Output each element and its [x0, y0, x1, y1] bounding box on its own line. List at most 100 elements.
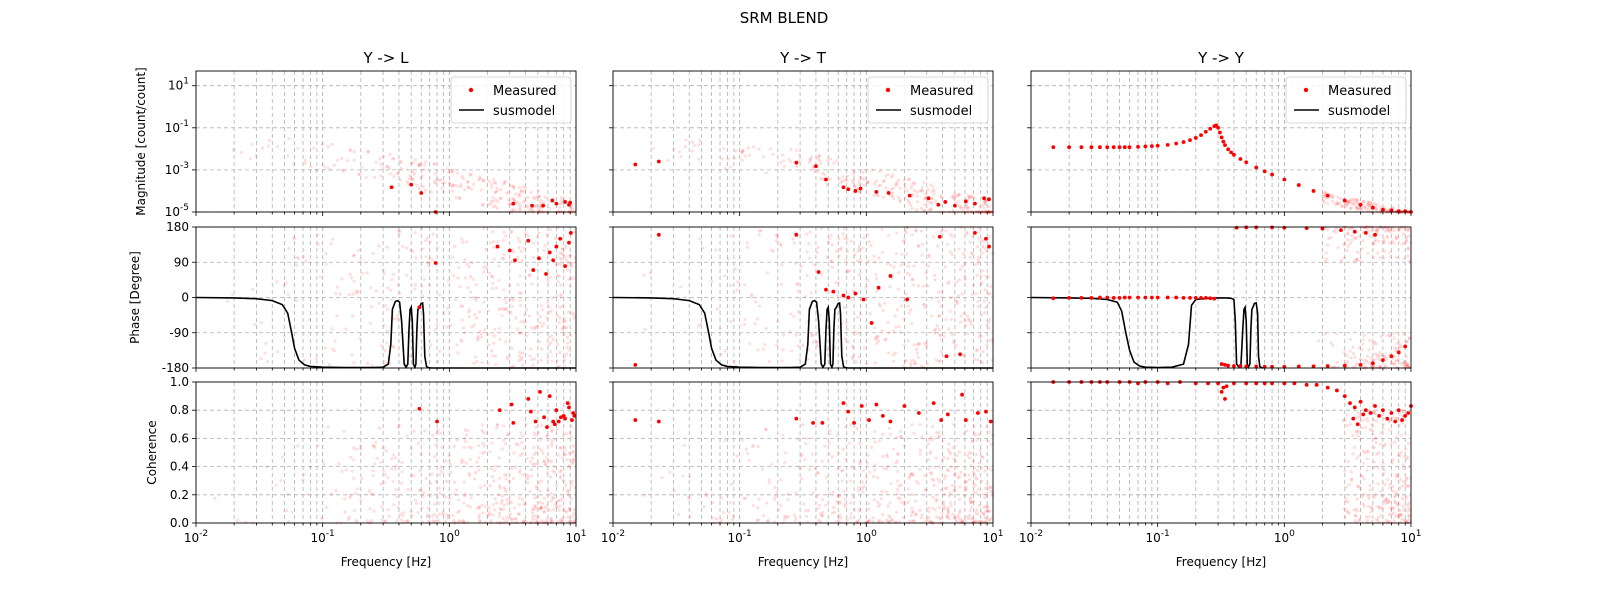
faint-scatter-point: [478, 330, 482, 334]
faint-scatter-point: [915, 200, 920, 204]
faint-scatter-point: [467, 310, 471, 314]
faint-scatter-point: [744, 447, 748, 451]
faint-scatter-point: [815, 344, 820, 348]
faint-scatter-point: [1369, 356, 1374, 360]
faint-scatter-point: [920, 364, 924, 368]
faint-scatter-point: [452, 274, 456, 278]
faint-scatter-point: [940, 458, 945, 463]
faint-scatter-point: [477, 506, 481, 510]
measured-point: [554, 201, 559, 206]
faint-scatter-point: [1355, 197, 1360, 202]
faint-scatter-point: [399, 160, 403, 165]
faint-scatter-point: [346, 517, 350, 521]
faint-scatter-point: [564, 432, 569, 436]
faint-scatter-point: [722, 147, 726, 151]
faint-scatter-point: [360, 477, 364, 481]
faint-scatter-point: [888, 519, 892, 524]
faint-scatter-point: [1365, 416, 1369, 420]
measured-point: [1203, 295, 1208, 300]
faint-scatter-point: [915, 190, 919, 194]
faint-scatter-point: [897, 196, 901, 200]
faint-scatter-point: [964, 485, 968, 489]
measured-point: [545, 425, 549, 430]
measured-point: [563, 416, 567, 421]
faint-scatter-point: [896, 496, 900, 500]
faint-scatter-point: [1384, 229, 1388, 233]
faint-scatter-point: [382, 155, 386, 159]
faint-scatter-point: [911, 519, 915, 523]
faint-scatter-point: [940, 337, 944, 341]
faint-scatter-point: [987, 301, 991, 305]
faint-scatter-point: [1368, 203, 1372, 208]
faint-scatter-point: [1349, 206, 1353, 210]
faint-scatter-point: [537, 515, 541, 519]
faint-scatter-point: [462, 480, 466, 484]
faint-scatter-point: [812, 169, 816, 173]
faint-scatter-point: [518, 303, 523, 308]
faint-scatter-point: [1396, 474, 1400, 478]
faint-scatter-point: [1388, 428, 1392, 432]
faint-scatter-point: [1347, 227, 1351, 231]
faint-scatter-point: [1352, 202, 1356, 206]
faint-scatter-point: [434, 181, 438, 185]
faint-scatter-point: [946, 507, 950, 512]
faint-scatter-point: [851, 344, 855, 348]
faint-scatter-point: [898, 186, 902, 190]
faint-scatter-point: [858, 312, 862, 316]
faint-scatter-point: [660, 476, 664, 480]
faint-scatter-point: [383, 473, 388, 477]
faint-scatter-point: [974, 292, 978, 296]
measured-point: [1238, 157, 1243, 161]
faint-scatter-point: [429, 493, 433, 497]
faint-scatter-point: [521, 473, 525, 477]
faint-scatter-point: [1355, 201, 1360, 205]
faint-scatter-point: [448, 182, 452, 186]
faint-scatter-point: [1355, 456, 1359, 460]
faint-scatter-point: [765, 271, 770, 275]
faint-scatter-point: [1407, 336, 1412, 340]
faint-scatter-point: [1361, 230, 1365, 234]
faint-scatter-point: [988, 517, 992, 521]
measured-point: [1208, 126, 1213, 131]
faint-scatter-point: [949, 317, 953, 321]
faint-scatter-point: [1358, 207, 1362, 212]
faint-scatter-point: [849, 297, 853, 301]
faint-scatter-point: [556, 343, 560, 347]
faint-scatter-point: [1376, 515, 1381, 519]
measured-point: [433, 261, 438, 265]
faint-scatter-point: [492, 180, 496, 184]
faint-scatter-point: [282, 334, 286, 339]
faint-scatter-point: [815, 470, 820, 474]
faint-scatter-point: [883, 301, 887, 306]
faint-scatter-point: [342, 429, 346, 433]
measured-point: [509, 402, 514, 407]
faint-scatter-point: [411, 177, 415, 182]
faint-scatter-point: [849, 512, 853, 516]
faint-scatter-point: [990, 358, 994, 362]
faint-scatter-point: [780, 263, 784, 267]
faint-scatter-point: [897, 271, 901, 275]
faint-scatter-point: [437, 501, 441, 505]
faint-scatter-point: [533, 204, 537, 209]
faint-scatter-point: [835, 433, 839, 437]
faint-scatter-point: [572, 316, 576, 320]
faint-scatter-point: [1370, 519, 1374, 524]
faint-scatter-point: [412, 473, 416, 477]
faint-scatter-point: [314, 357, 319, 361]
faint-scatter-point: [396, 171, 400, 176]
faint-scatter-point: [508, 259, 512, 264]
faint-scatter-point: [688, 515, 692, 519]
faint-scatter-point: [753, 322, 757, 326]
measured-point: [831, 289, 836, 294]
faint-scatter-point: [427, 283, 431, 287]
faint-scatter-point: [668, 470, 672, 474]
faint-scatter-point: [1352, 445, 1356, 449]
faint-scatter-point: [880, 250, 884, 255]
faint-scatter-point: [889, 187, 894, 191]
measured-point: [1098, 145, 1102, 150]
measured-point: [1262, 169, 1267, 174]
faint-scatter-point: [503, 487, 507, 491]
faint-scatter-point: [727, 510, 731, 515]
faint-scatter-point: [1368, 201, 1372, 205]
faint-scatter-point: [771, 152, 775, 156]
